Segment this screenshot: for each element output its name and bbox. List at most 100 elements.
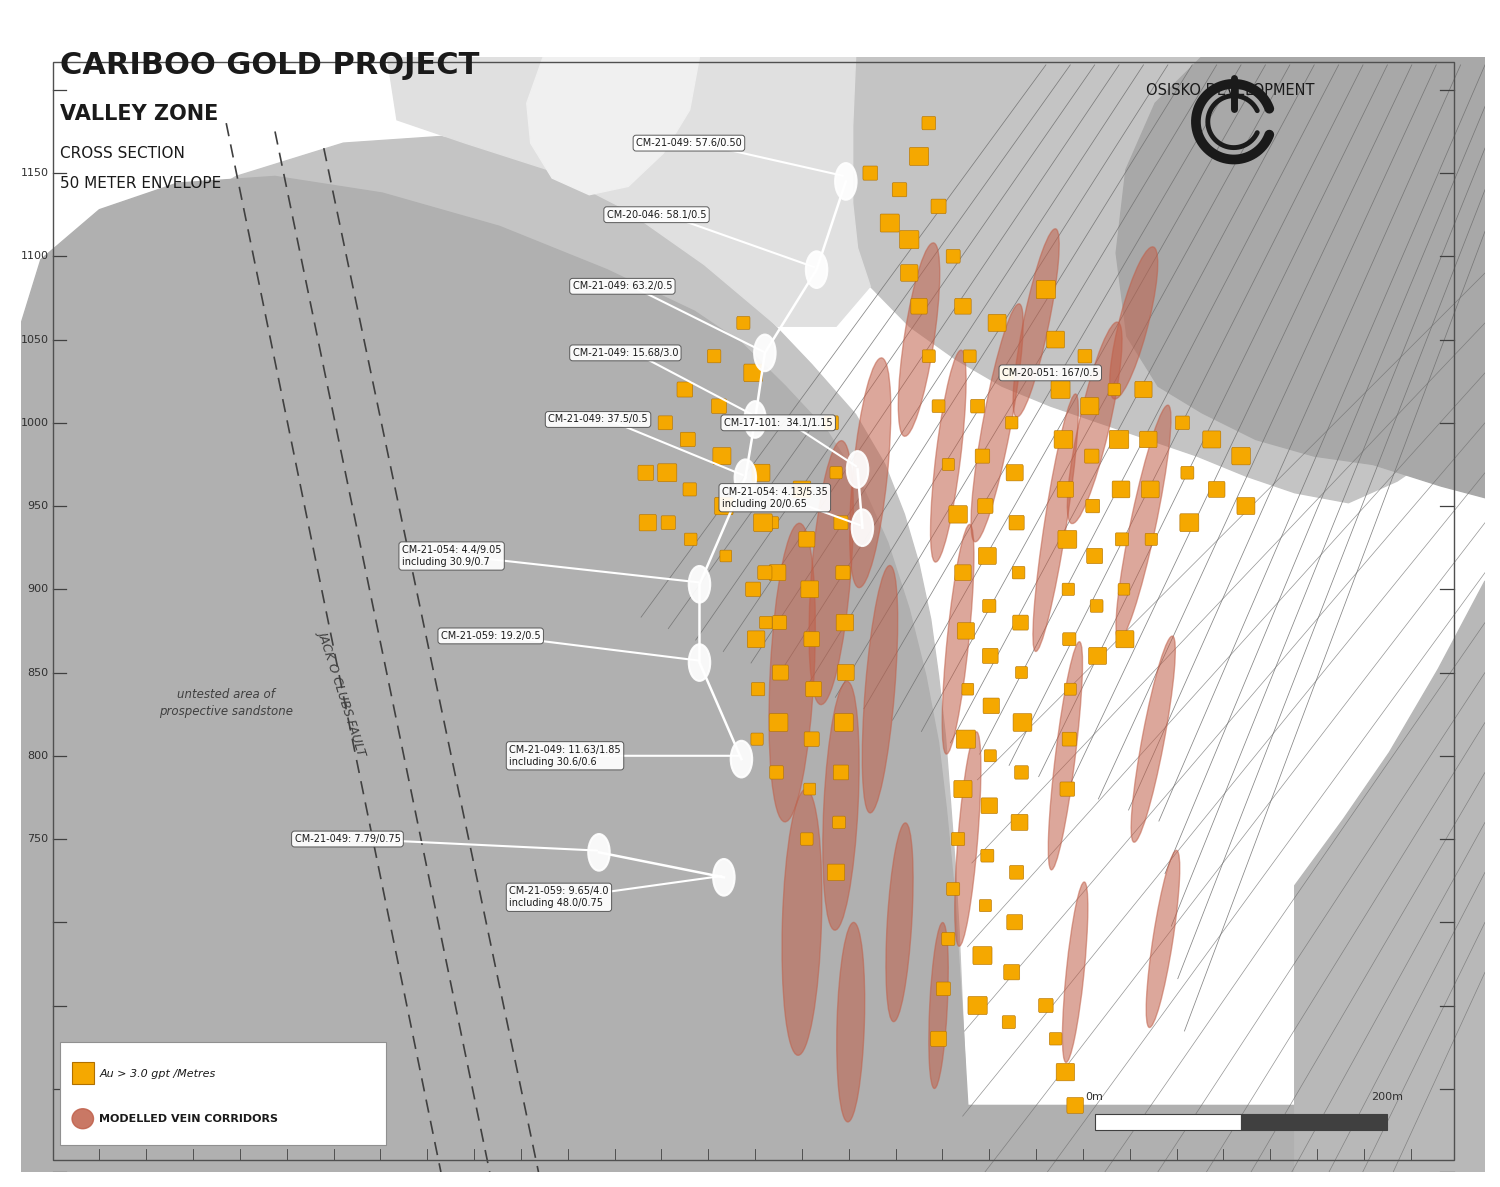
FancyBboxPatch shape <box>1013 713 1032 731</box>
FancyBboxPatch shape <box>1090 599 1102 612</box>
FancyBboxPatch shape <box>770 565 786 580</box>
FancyBboxPatch shape <box>753 514 772 532</box>
Text: CM-21-049: 11.63/1.85
including 30.6/0.6: CM-21-049: 11.63/1.85 including 30.6/0.6 <box>509 744 621 767</box>
FancyBboxPatch shape <box>1013 566 1025 579</box>
FancyBboxPatch shape <box>750 415 766 431</box>
FancyBboxPatch shape <box>1112 481 1130 497</box>
FancyBboxPatch shape <box>772 665 789 680</box>
FancyBboxPatch shape <box>1007 464 1023 481</box>
FancyBboxPatch shape <box>946 883 960 895</box>
FancyBboxPatch shape <box>982 648 998 664</box>
FancyBboxPatch shape <box>1058 531 1077 548</box>
FancyBboxPatch shape <box>1136 381 1152 398</box>
Circle shape <box>688 645 709 681</box>
FancyBboxPatch shape <box>932 199 946 214</box>
FancyBboxPatch shape <box>657 464 676 482</box>
FancyBboxPatch shape <box>746 582 760 597</box>
FancyBboxPatch shape <box>658 415 672 430</box>
FancyBboxPatch shape <box>1050 1033 1062 1045</box>
FancyBboxPatch shape <box>1004 965 1020 979</box>
FancyBboxPatch shape <box>794 481 812 497</box>
FancyBboxPatch shape <box>804 732 819 747</box>
FancyBboxPatch shape <box>639 514 657 531</box>
Text: 1050: 1050 <box>21 335 48 344</box>
FancyBboxPatch shape <box>833 817 846 829</box>
Ellipse shape <box>898 243 940 437</box>
FancyBboxPatch shape <box>978 547 996 565</box>
Ellipse shape <box>1068 322 1122 523</box>
FancyBboxPatch shape <box>946 249 960 264</box>
FancyBboxPatch shape <box>1078 349 1092 363</box>
Polygon shape <box>1294 580 1485 1172</box>
Text: 850: 850 <box>27 667 48 678</box>
FancyBboxPatch shape <box>1016 667 1028 679</box>
FancyBboxPatch shape <box>638 465 654 481</box>
FancyBboxPatch shape <box>1118 584 1130 595</box>
FancyBboxPatch shape <box>1052 381 1070 399</box>
FancyBboxPatch shape <box>1180 466 1194 480</box>
FancyBboxPatch shape <box>910 298 927 315</box>
FancyBboxPatch shape <box>1062 633 1076 646</box>
FancyBboxPatch shape <box>1000 366 1014 380</box>
Text: CM-20-051: 167/0.5: CM-20-051: 167/0.5 <box>1002 368 1098 377</box>
Text: Au > 3.0 gpt /Metres: Au > 3.0 gpt /Metres <box>99 1068 216 1079</box>
Ellipse shape <box>862 565 897 813</box>
FancyBboxPatch shape <box>800 532 814 547</box>
Circle shape <box>712 859 735 896</box>
FancyBboxPatch shape <box>900 265 918 281</box>
FancyBboxPatch shape <box>758 566 772 579</box>
FancyBboxPatch shape <box>975 449 990 463</box>
FancyBboxPatch shape <box>978 499 993 514</box>
FancyBboxPatch shape <box>936 982 951 996</box>
Ellipse shape <box>1131 636 1176 843</box>
FancyBboxPatch shape <box>770 713 788 731</box>
Text: 800: 800 <box>27 751 48 761</box>
Ellipse shape <box>1062 882 1088 1062</box>
Ellipse shape <box>782 789 822 1055</box>
FancyBboxPatch shape <box>1086 500 1100 513</box>
FancyBboxPatch shape <box>1010 865 1023 880</box>
FancyBboxPatch shape <box>1060 782 1074 796</box>
Text: 1100: 1100 <box>21 252 48 261</box>
FancyBboxPatch shape <box>714 497 734 515</box>
Text: 50 METER ENVELOPE: 50 METER ENVELOPE <box>60 176 222 191</box>
Circle shape <box>754 335 776 372</box>
FancyBboxPatch shape <box>962 684 974 696</box>
FancyBboxPatch shape <box>1047 331 1065 348</box>
Polygon shape <box>21 177 1485 1172</box>
Text: 750: 750 <box>27 834 48 844</box>
FancyBboxPatch shape <box>1142 481 1160 497</box>
Text: CM-21-049: 57.6/0.50: CM-21-049: 57.6/0.50 <box>636 138 742 148</box>
FancyBboxPatch shape <box>1005 417 1019 429</box>
FancyBboxPatch shape <box>956 730 975 748</box>
FancyBboxPatch shape <box>974 946 992 965</box>
FancyBboxPatch shape <box>957 623 975 639</box>
FancyBboxPatch shape <box>1140 431 1156 447</box>
FancyBboxPatch shape <box>712 447 730 464</box>
Circle shape <box>847 451 868 488</box>
Ellipse shape <box>1048 642 1083 870</box>
FancyBboxPatch shape <box>1066 1098 1083 1113</box>
Text: OSISKO DEVELOPMENT: OSISKO DEVELOPMENT <box>1146 83 1314 99</box>
FancyBboxPatch shape <box>736 317 750 329</box>
Bar <box>72 1062 93 1084</box>
FancyBboxPatch shape <box>1058 482 1074 497</box>
Polygon shape <box>526 57 699 195</box>
FancyBboxPatch shape <box>1116 630 1134 648</box>
Text: CM-21-049: 7.79/0.75: CM-21-049: 7.79/0.75 <box>294 834 400 844</box>
Polygon shape <box>1116 57 1485 497</box>
Ellipse shape <box>849 357 891 588</box>
Circle shape <box>836 163 856 199</box>
Circle shape <box>730 741 752 777</box>
FancyBboxPatch shape <box>752 734 764 745</box>
FancyBboxPatch shape <box>806 681 822 697</box>
Ellipse shape <box>824 681 860 931</box>
FancyBboxPatch shape <box>1180 514 1198 532</box>
FancyBboxPatch shape <box>1116 533 1128 546</box>
FancyBboxPatch shape <box>759 616 772 629</box>
FancyBboxPatch shape <box>828 864 844 881</box>
Circle shape <box>688 566 709 603</box>
Ellipse shape <box>1013 229 1059 417</box>
FancyBboxPatch shape <box>708 350 722 363</box>
FancyBboxPatch shape <box>1013 615 1029 630</box>
